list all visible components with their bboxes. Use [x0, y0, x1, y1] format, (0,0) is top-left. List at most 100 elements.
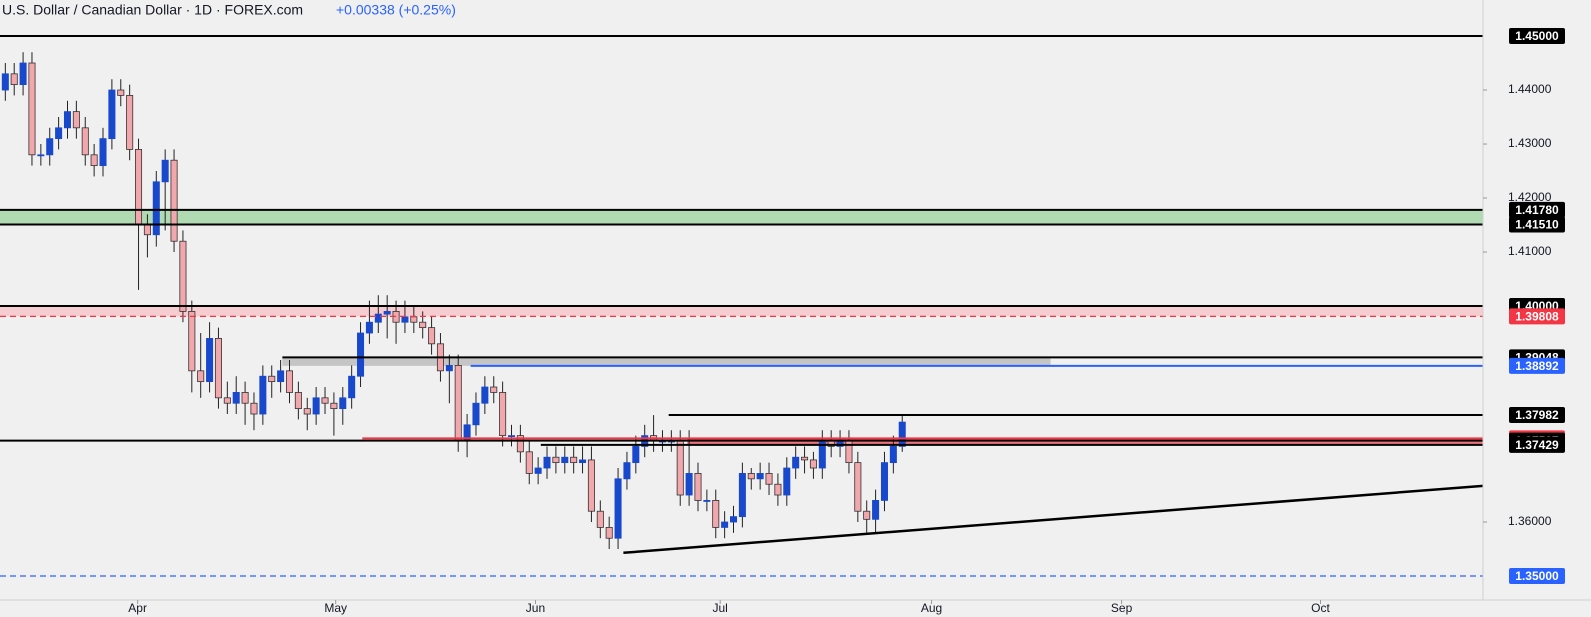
candle-body: [143, 224, 151, 236]
candle-body: [179, 240, 187, 312]
candle-body: [241, 392, 249, 404]
price-tag: [1509, 201, 1565, 218]
candle-body: [46, 138, 54, 156]
candle-body: [330, 402, 338, 410]
x-tick-label: Sep: [1111, 601, 1133, 615]
candle-body: [587, 459, 595, 512]
candle-body: [623, 462, 631, 480]
x-tick-label: Aug: [921, 601, 942, 615]
candle-body: [277, 370, 285, 383]
candle-body: [694, 473, 702, 501]
candle-body: [348, 375, 356, 399]
zone: [0, 209, 1483, 225]
price-tag-label: 1.35000: [1515, 569, 1559, 583]
candle-body: [170, 159, 178, 242]
candle-body: [152, 181, 160, 236]
candle-body: [543, 456, 551, 469]
candle-body: [747, 473, 755, 480]
candle-body: [117, 89, 125, 96]
chart-title: U.S. Dollar / Canadian Dollar · 1D · FOR…: [2, 2, 303, 18]
candle-body: [259, 375, 267, 415]
candle-body: [579, 459, 587, 464]
candle-body: [55, 127, 63, 140]
candle-body: [72, 111, 80, 129]
y-tick-label: 1.41000: [1508, 244, 1552, 258]
candle-body: [570, 456, 578, 464]
candle-body: [206, 338, 214, 383]
candle-body: [28, 62, 36, 156]
price-tag: [1509, 568, 1565, 585]
candle-body: [685, 473, 693, 496]
candle-body: [507, 435, 516, 438]
y-tick-label: 1.43000: [1508, 136, 1552, 150]
candle-body: [188, 311, 196, 372]
candle-body: [374, 313, 382, 323]
candle-body: [605, 527, 613, 539]
candle-body: [321, 397, 329, 404]
chart-subtitle: +0.00338 (+0.25%): [336, 2, 456, 18]
price-tag: [1509, 216, 1565, 233]
candle-body: [250, 402, 258, 415]
candle-body: [419, 321, 427, 329]
candle-body: [126, 95, 134, 150]
candle-body: [721, 521, 729, 528]
candle-body: [90, 154, 98, 167]
candle-body: [880, 462, 888, 501]
candle-body: [552, 456, 560, 464]
candle-body: [339, 397, 347, 410]
x-tick-label: Oct: [1311, 601, 1330, 615]
price-tag: [1509, 308, 1565, 325]
zone: [0, 306, 1483, 317]
candle-body: [516, 435, 524, 453]
candle-body: [872, 500, 880, 520]
price-tag-label: 1.37429: [1515, 438, 1559, 452]
candle-body: [428, 327, 436, 345]
candle-body: [499, 392, 507, 437]
candle-body: [534, 467, 542, 474]
candle-body: [108, 89, 116, 140]
candle-body: [10, 73, 18, 86]
x-tick-label: Jun: [526, 601, 545, 615]
candle-body: [401, 316, 409, 323]
candle-body: [756, 473, 764, 480]
candle-body: [774, 483, 782, 496]
candle-body: [232, 392, 240, 404]
candle-body: [445, 365, 453, 372]
candle-body: [161, 159, 169, 183]
candle-body: [383, 311, 391, 315]
candle-body: [135, 149, 143, 226]
candle-body: [268, 375, 276, 383]
candle-body: [312, 397, 320, 415]
candle-body: [37, 154, 45, 157]
candle-body: [729, 516, 738, 523]
price-tag: [1509, 28, 1565, 45]
candle-body: [712, 500, 720, 528]
candle-body: [738, 473, 746, 518]
price-tag-label: 1.41510: [1515, 218, 1559, 232]
candle-body: [676, 440, 684, 496]
y-tick-label: 1.42000: [1508, 190, 1552, 204]
candle-body: [63, 111, 71, 129]
price-tag-label: 1.38892: [1515, 359, 1559, 373]
trendline: [623, 484, 1484, 555]
candle-body: [765, 473, 773, 485]
candle-body: [410, 316, 418, 323]
y-tick-label: 1.36000: [1508, 514, 1552, 528]
price-tag: [1509, 357, 1565, 374]
candle-body: [99, 138, 107, 167]
candle-body: [561, 456, 569, 464]
candle-body: [525, 451, 533, 474]
candle-body: [1, 73, 9, 91]
candle-body: [357, 332, 365, 377]
candle-body: [854, 462, 862, 512]
candle-body: [19, 62, 27, 86]
candle-body: [889, 446, 897, 464]
price-tag-label: 1.41780: [1515, 203, 1559, 217]
y-tick-label: 1.44000: [1508, 82, 1552, 96]
candle-body: [801, 456, 809, 461]
candle-body: [490, 386, 498, 393]
candle-body: [614, 478, 622, 539]
candle-body: [632, 446, 640, 464]
candle-body: [792, 456, 800, 469]
